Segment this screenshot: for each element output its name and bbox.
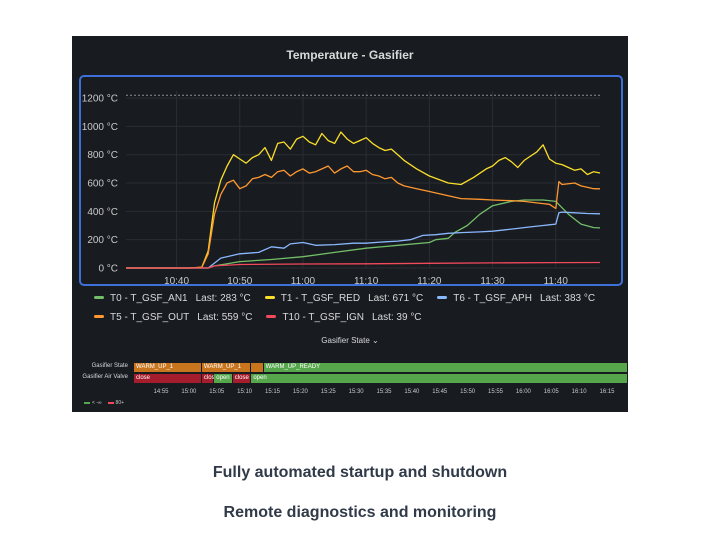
- x-tick-label: 11:30: [480, 276, 505, 287]
- time-tick-label: 15:30: [348, 389, 364, 395]
- state-timeline-bar[interactable]: WARM_UP_1 WARM_UP_1 WARM_UP_READY: [134, 363, 628, 372]
- series-line: [126, 199, 601, 269]
- state-segment-label: WARM_UP_READY: [265, 364, 321, 370]
- chevron-down-icon[interactable]: ⌄: [372, 336, 379, 345]
- legend-last-value: Last: 383 °C: [539, 293, 596, 304]
- state-legend-item[interactable]: < -∞: [84, 400, 102, 406]
- state-segment-label: close: [234, 375, 249, 381]
- legend-last-value: Last: 283 °C: [195, 293, 251, 304]
- x-tick-label: 11:10: [354, 276, 379, 287]
- state-segment[interactable]: close: [232, 374, 252, 383]
- state-segment[interactable]: open: [251, 374, 628, 383]
- time-tick-label: 15:05: [209, 389, 225, 395]
- legend-series-name: T10 - T_GSF_IGN: [282, 312, 364, 323]
- state-segment-label: close: [136, 375, 151, 381]
- time-tick-label: 15:15: [264, 389, 281, 395]
- y-tick-label: 600 °C: [87, 179, 118, 190]
- state-legend-label: 80+: [115, 400, 125, 406]
- state-legend: < -∞ 80+: [84, 400, 130, 406]
- legend-item[interactable]: T10 - T_GSF_IGN Last: 39 °C: [266, 312, 422, 323]
- state-segment-label: WARM_UP_1: [203, 364, 242, 370]
- caption-startup: Fully automated startup and shutdown: [212, 464, 508, 481]
- state-segment[interactable]: WARM_UP_READY: [263, 363, 628, 372]
- state-segment[interactable]: open: [214, 374, 233, 383]
- state-segment[interactable]: close: [201, 374, 218, 383]
- time-tick-label: 15:55: [487, 389, 504, 395]
- time-tick-label: 15:50: [460, 389, 476, 395]
- state-segment[interactable]: WARM_UP_1: [201, 363, 252, 372]
- x-tick-label: 10:40: [164, 276, 189, 287]
- legend-swatch: [94, 295, 104, 299]
- legend-last-value: Last: 39 °C: [371, 312, 422, 323]
- series-line: [126, 211, 601, 269]
- x-tick-label: 11:40: [544, 276, 569, 287]
- legend-swatch: [264, 295, 275, 299]
- series-line: [126, 131, 601, 269]
- state-legend-label: < -∞: [92, 400, 102, 406]
- legend-series-name: T1 - T_GSF_RED: [280, 293, 361, 304]
- legend-last-value: Last: 671 °C: [368, 293, 424, 304]
- y-tick-label: 800 °C: [87, 150, 118, 161]
- y-tick-label: 1000 °C: [82, 122, 118, 133]
- legend-item[interactable]: T5 - T_GSF_OUT Last: 559 °C: [94, 312, 252, 323]
- x-tick-label: 11:20: [417, 276, 442, 287]
- time-tick-label: 15:20: [292, 389, 308, 395]
- legend-row: T5 - T_GSF_OUT Last: 559 °C T10 - T_GSF_IG…: [94, 312, 436, 323]
- state-legend-swatch: [84, 401, 90, 404]
- y-tick-label: 200 °C: [87, 235, 118, 246]
- y-tick-label: 1200 °C: [82, 94, 118, 105]
- time-tick-label: 15:35: [376, 389, 392, 395]
- temperature-line-chart[interactable]: 1200 °C 1000 °C 800 °C 600 °C 400 °C 200 °C 0 …: [72, 36, 628, 412]
- state-segment-label: close: [203, 375, 218, 381]
- legend-series-name: T5 - T_GSF_OUT: [110, 312, 190, 323]
- time-tick-label: 15:40: [404, 389, 420, 395]
- state-legend-item[interactable]: 80+: [107, 400, 125, 406]
- legend-row: T0 - T_GSF_AN1 Last: 283 °C T1 - T_GSF_RED…: [94, 293, 609, 304]
- legend-swatch: [94, 314, 104, 318]
- state-segment-label: open: [216, 375, 230, 381]
- legend-swatch: [437, 295, 448, 299]
- legend-series-name: T0 - T_GSF_AN1: [110, 293, 188, 304]
- time-tick-label: 15:45: [432, 389, 448, 395]
- legend-series-name: T6 - T_GSF_APH: [453, 293, 532, 304]
- panel-title[interactable]: Temperature - Gasifier: [286, 48, 414, 62]
- state-segment-label: WARM_UP_1: [136, 364, 174, 370]
- time-tick-label: 16:00: [515, 389, 531, 395]
- state-timeline-bar[interactable]: close close open close open: [134, 374, 628, 383]
- dashboard-panel: Temperature - Gasifier 1200 °C 1000 °C 800…: [72, 36, 628, 412]
- legend-item[interactable]: T6 - T_GSF_APH Last: 383 °C: [437, 293, 595, 304]
- y-tick-label: 0 °C: [98, 264, 118, 275]
- series-line: [126, 261, 601, 269]
- legend-item[interactable]: T0 - T_GSF_AN1 Last: 283 °C: [94, 293, 251, 304]
- time-tick-label: 16:05: [543, 389, 559, 395]
- series-line: [126, 165, 601, 269]
- state-row-label: Gasifier State: [91, 363, 128, 369]
- time-tick-label: 14:55: [153, 389, 169, 395]
- state-panel-title[interactable]: Gasifier State ⌄: [321, 336, 379, 345]
- state-segment[interactable]: [251, 363, 264, 372]
- state-segment[interactable]: close: [134, 374, 202, 383]
- y-tick-label: 400 °C: [87, 207, 118, 218]
- time-tick-label: 16:10: [571, 389, 587, 395]
- state-legend-swatch: [107, 401, 114, 404]
- chart-frame-selected: [79, 75, 623, 286]
- state-row-label: Gasifier Air Valve: [82, 374, 128, 380]
- time-tick-label: 15:00: [181, 389, 197, 395]
- legend-swatch: [266, 314, 277, 318]
- x-tick-label: 11:00: [291, 276, 316, 287]
- time-tick-label: 15:25: [320, 389, 336, 395]
- legend-last-value: Last: 559 °C: [197, 312, 253, 323]
- state-segment[interactable]: WARM_UP_1: [134, 363, 202, 372]
- x-tick-label: 10:50: [227, 276, 252, 287]
- legend-item[interactable]: T1 - T_GSF_RED Last: 671 °C: [264, 293, 424, 304]
- time-tick-label: 16:15: [599, 389, 615, 395]
- time-tick-label: 15:10: [237, 389, 253, 395]
- caption-diagnostics: Remote diagnostics and monitoring: [223, 504, 497, 521]
- state-segment-label: open: [253, 375, 267, 381]
